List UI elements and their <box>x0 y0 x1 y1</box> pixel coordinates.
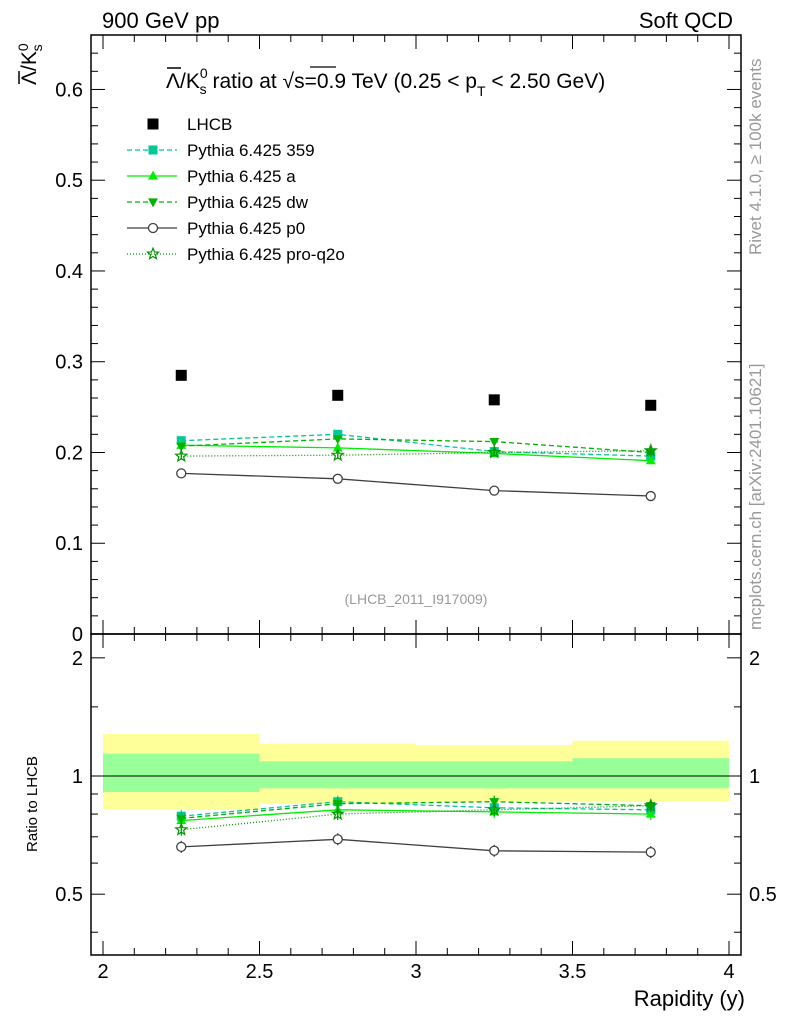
ratio-y-tick-label: 0.5 <box>55 884 83 906</box>
data-point <box>332 473 343 484</box>
ratio-point <box>332 800 343 810</box>
y-tick-label: 0.6 <box>55 79 83 101</box>
data-point <box>332 435 343 445</box>
data-point <box>489 437 500 447</box>
ratio-line <box>181 838 651 853</box>
data-point <box>176 442 187 452</box>
uncertainty-band-inner <box>572 758 729 789</box>
legend-label: Pythia 6.425 dw <box>187 193 309 212</box>
data-point <box>176 468 187 479</box>
svg-text:Λ/K0s: Λ/K0s <box>15 43 45 85</box>
y-tick-label: 0.1 <box>55 533 83 555</box>
legend-label: Pythia 6.425 a <box>187 167 296 186</box>
ratio-y-tick-label: 2 <box>72 648 83 670</box>
ratio-y-tick-label-right: 0.5 <box>749 884 777 906</box>
ratio-point <box>645 808 656 818</box>
legend-marker-lhcb <box>147 118 159 130</box>
ratio-point <box>332 834 343 845</box>
series-line <box>181 450 651 457</box>
rivet-label: Rivet 4.1.0, ≥ 100k events <box>746 59 765 255</box>
series-line <box>181 444 651 462</box>
x-tick-label: 2 <box>97 961 108 983</box>
y-axis-label: Λ/K0s <box>15 43 45 85</box>
legend-label: Pythia 6.425 pro-q2o <box>187 245 345 264</box>
data-point <box>487 444 502 459</box>
legend-marker <box>147 222 159 234</box>
data-point <box>332 389 344 401</box>
ratio-point <box>643 798 658 812</box>
data-point <box>175 369 187 381</box>
x-tick-label: 3.5 <box>559 961 587 983</box>
ratio-point <box>645 846 656 858</box>
ratio-line <box>181 801 651 820</box>
y-tick-label: 0.3 <box>55 352 83 374</box>
series-line <box>181 433 651 457</box>
ratio-point <box>176 814 187 824</box>
y-tick-label: 0.4 <box>55 261 83 283</box>
ratio-point <box>174 822 189 836</box>
ratio-point <box>176 841 187 853</box>
data-point <box>332 442 343 452</box>
data-point <box>643 443 658 457</box>
legend-label: Pythia 6.425 359 <box>187 141 315 160</box>
legend-marker <box>145 246 161 261</box>
x-tick-label: 3 <box>410 961 421 983</box>
y-tick-label: 0 <box>72 624 83 646</box>
chart-title: Λ/K0 s ratio at √s=0.9 TeV (0.25 < pT < 2… <box>166 65 605 99</box>
data-point <box>645 455 656 465</box>
ratio-line <box>181 801 651 817</box>
legend-marker <box>148 145 158 155</box>
ratio-series-pythia-6-425-pro-q2o <box>174 798 658 836</box>
header-left: 900 GeV pp <box>102 8 219 33</box>
analysis-watermark: (LHCB_2011_I917009) <box>345 591 488 607</box>
x-tick-label: 4 <box>723 961 734 983</box>
uncertainty-band-inner <box>103 753 260 793</box>
series-lhcb <box>175 369 657 411</box>
mcplots-label: mcplots.cern.ch [arXiv:2401.10621] <box>746 364 765 630</box>
ratio-line <box>181 805 651 831</box>
data-point <box>330 447 345 462</box>
data-point <box>645 490 656 502</box>
y-tick-label: 0.5 <box>55 170 83 192</box>
data-point <box>645 399 657 411</box>
series-pythia-6-425-p0 <box>176 468 656 502</box>
x-axis-label: Rapidity (y) <box>634 986 745 1011</box>
series-pythia-6-425-359 <box>176 429 656 461</box>
data-point <box>489 485 500 496</box>
uncertainty-band-inner <box>259 761 416 789</box>
series-line <box>181 438 651 454</box>
ratio-series-pythia-6-425-p0 <box>176 833 656 859</box>
ratio-y-tick-label: 1 <box>72 766 83 788</box>
legend-marker <box>148 170 158 180</box>
data-point <box>488 394 500 406</box>
ratio-line <box>181 809 651 822</box>
uncertainty-band-inner <box>416 761 573 789</box>
legend-label: LHCB <box>187 115 232 134</box>
header-right: Soft QCD <box>639 8 733 33</box>
svg-text:Λ/K0s ratio at √s=0.9 TeV (0.2: Λ/K0 s ratio at √s=0.9 TeV (0.25 < pT < 2… <box>166 65 605 99</box>
series-line <box>181 472 651 497</box>
legend-label: Pythia 6.425 p0 <box>187 219 305 238</box>
ratio-y-label: Ratio to LHCB <box>24 756 41 852</box>
x-tick-label: 2.5 <box>246 961 274 983</box>
ratio-y-tick-label-right: 2 <box>749 648 760 670</box>
legend: LHCB Pythia 6.425 359 Pythia 6.425 a Pythia… <box>127 115 345 264</box>
y-tick-label: 0.2 <box>55 442 83 464</box>
legend-marker <box>148 198 158 208</box>
ratio-point <box>489 845 500 856</box>
data-point <box>333 429 343 439</box>
ratio-point <box>330 806 345 821</box>
series-pythia-6-425-pro-q2o <box>174 443 658 463</box>
data-point <box>174 448 189 463</box>
ratio-y-tick-label-right: 1 <box>749 766 760 788</box>
ratio-point <box>487 802 502 817</box>
